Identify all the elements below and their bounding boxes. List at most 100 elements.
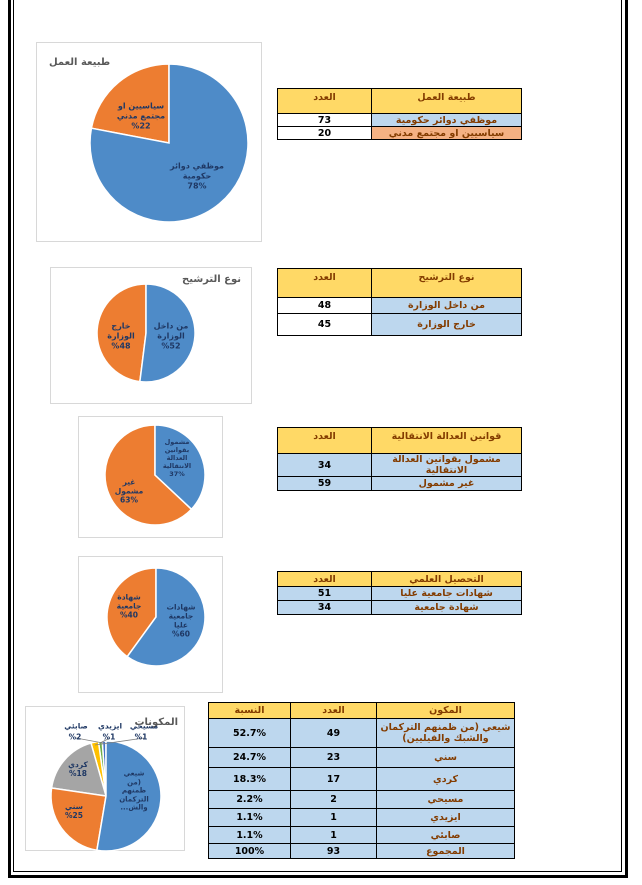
category-header-cell: المكون xyxy=(376,702,515,719)
leader-line xyxy=(94,737,145,746)
pct-cell: 52.7% xyxy=(208,718,291,748)
leader-line xyxy=(99,737,111,744)
label-cell: شيعي (من ظمنهم التركمان والشبك والفيليين… xyxy=(376,718,515,748)
pie-slice xyxy=(126,567,206,667)
label-cell: غير مشمول xyxy=(371,476,522,491)
pie-chart xyxy=(96,283,196,383)
count-cell: 34 xyxy=(277,453,372,477)
label-cell: المجموع xyxy=(376,843,515,859)
label-cell: كردي xyxy=(376,767,515,791)
pie-slice-label: شيعي (من ظمنهم التركمان والش... xyxy=(119,769,149,812)
pie-chart xyxy=(89,63,249,223)
table-row: شيعي (من ظمنهم التركمان والشبك والفيليين… xyxy=(208,718,515,748)
label-cell: سياسيين او مجتمع مدني xyxy=(371,126,522,140)
pie-slice-label: من داخل الوزارة %52 xyxy=(153,321,189,350)
label-cell: من داخل الوزارة xyxy=(371,297,522,314)
pie-slice xyxy=(89,63,249,223)
pie-chart xyxy=(104,424,206,526)
category-header-cell: طبيعة العمل xyxy=(371,88,522,114)
table-row: مشمول بقوانين العدالة الانتقالية 34 xyxy=(277,453,522,477)
pie-chart xyxy=(106,567,206,667)
table-header-row: قوانين العدالة الانتقالية العدد xyxy=(277,427,522,454)
pie-slice-label: كردي %18 xyxy=(68,759,88,778)
count-cell: 93 xyxy=(290,843,377,859)
table-header-row: المكون العدد النسبة xyxy=(208,702,515,719)
count-cell: 51 xyxy=(277,586,372,601)
label-cell: شهادة جامعية xyxy=(371,600,522,615)
chart-nature-of-work: طبيعة العمل موظفي دوائر حكومية 78% سياسي… xyxy=(36,42,262,242)
pie-slice xyxy=(106,567,157,658)
pct-cell: 100% xyxy=(208,843,291,859)
pie-slice xyxy=(104,424,193,526)
pie-slice xyxy=(90,63,170,144)
pie-slice xyxy=(139,283,196,383)
chart-transitional-justice: مشمول بقوانين العدالة الانتقالية 37% غير… xyxy=(78,416,223,538)
table-row: خارج الوزارة 45 xyxy=(277,313,522,336)
table-row: من داخل الوزارة 48 xyxy=(277,297,522,314)
pie-slice xyxy=(96,740,162,852)
pie-slice-label: سياسيين او مجتمع مدني %22 xyxy=(116,101,166,130)
count-cell: 1 xyxy=(290,826,377,844)
count-cell: 34 xyxy=(277,600,372,615)
table-nature-of-work: طبيعة العمل العدد موظفي دوائر حكومية 73 … xyxy=(277,88,522,140)
label-cell: خارج الوزارة xyxy=(371,313,522,336)
pie-outer-label-name: مسيحي xyxy=(129,721,159,731)
table-header-row: التحصيل العلمي العدد xyxy=(277,571,522,587)
table-row: مسيحي 2 2.2% xyxy=(208,790,515,809)
chart-title: طبيعة العمل xyxy=(49,57,111,68)
chart-title: نوع الترشيح xyxy=(182,274,241,285)
table-row: موظفي دوائر حكومية 73 xyxy=(277,113,522,127)
pie-slice-label: مشمول بقوانين العدالة الانتقالية 37% xyxy=(162,438,192,478)
count-header-cell: العدد xyxy=(290,702,377,719)
count-header-cell: العدد xyxy=(277,268,372,298)
count-header-cell: العدد xyxy=(277,427,372,454)
pct-header-cell: النسبة xyxy=(208,702,291,719)
pct-cell: 18.3% xyxy=(208,767,291,791)
count-cell: 45 xyxy=(277,313,372,336)
table-header-row: نوع الترشيح العدد xyxy=(277,268,522,298)
table-row: المجموع 93 100% xyxy=(208,843,515,859)
table-transitional-justice: قوانين العدالة الانتقالية العدد مشمول بق… xyxy=(277,427,522,491)
count-cell: 23 xyxy=(290,747,377,768)
chart-components: المكونات شيعي (من ظمنهم التركمان والش...… xyxy=(25,706,185,852)
table-row: شهادة جامعية 34 xyxy=(277,600,522,615)
pie-chart xyxy=(50,737,162,852)
table-row: شهادات جامعية عليا 51 xyxy=(277,586,522,601)
count-header-cell: العدد xyxy=(277,571,372,587)
label-cell: موظفي دوائر حكومية xyxy=(371,113,522,127)
pie-slice-label: سني %25 xyxy=(64,801,84,820)
count-cell: 59 xyxy=(277,476,372,491)
label-cell: شهادات جامعية عليا xyxy=(371,586,522,601)
category-header-cell: قوانين العدالة الانتقالية xyxy=(371,427,522,454)
pie-slice-label: خارج الوزارة %48 xyxy=(107,321,135,350)
chart-nomination-type: نوع الترشيح من داخل الوزارة %52 خارج الو… xyxy=(50,267,252,404)
label-cell: صابئي xyxy=(376,826,515,844)
table-nomination-type: نوع الترشيح العدد من داخل الوزارة 48 خار… xyxy=(277,268,522,336)
count-cell: 20 xyxy=(277,126,372,140)
table-row: غير مشمول 59 xyxy=(277,476,522,491)
table-row: صابئي 1 1.1% xyxy=(208,826,515,844)
table-row: ايزيدي 1 1.1% xyxy=(208,808,515,827)
pie-outer-label-name: صابئي xyxy=(64,721,88,731)
pie-slice xyxy=(96,283,147,383)
pie-slice xyxy=(154,424,206,511)
pie-slice xyxy=(50,787,107,852)
pie-slice-label: شهادة جامعية %40 xyxy=(116,592,142,620)
count-header-cell: العدد xyxy=(277,88,372,114)
category-header-cell: التحصيل العلمي xyxy=(371,571,522,587)
count-cell: 73 xyxy=(277,113,372,127)
chart-education: شهادات جامعية عليا %60 شهادة جامعية %40 xyxy=(78,556,223,693)
table-components: المكون العدد النسبة شيعي (من ظمنهم الترك… xyxy=(208,702,515,859)
pie-slice-label: شهادات جامعية عليا %60 xyxy=(166,602,196,640)
table-row: سني 23 24.7% xyxy=(208,747,515,768)
pct-cell: 1.1% xyxy=(208,826,291,844)
pie-slice xyxy=(50,742,108,797)
table-header-row: طبيعة العمل العدد xyxy=(277,88,522,114)
pie-outer-label-pct: %1 xyxy=(102,732,116,742)
label-cell: مسيحي xyxy=(376,790,515,809)
chart-title: المكونات xyxy=(134,717,178,728)
pie-outer-label-pct: %1 xyxy=(134,732,148,742)
pie-outer-label-name: ايزيدي xyxy=(97,721,123,731)
pct-cell: 2.2% xyxy=(208,790,291,809)
